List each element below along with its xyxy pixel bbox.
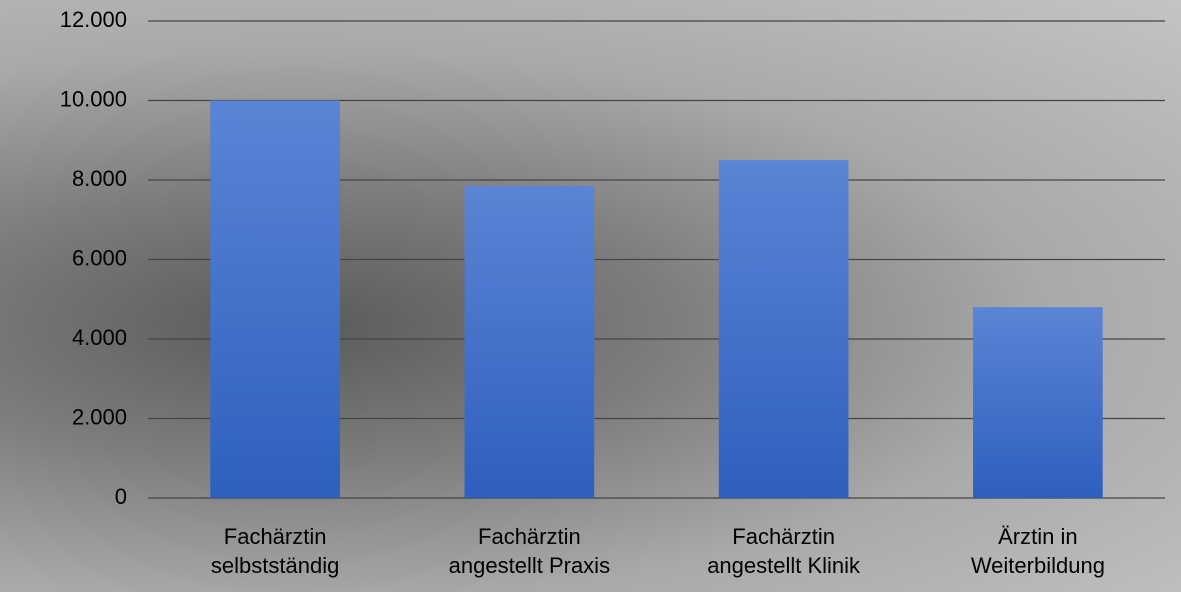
y-tick-label: 12.000: [60, 7, 127, 32]
y-tick-label: 6.000: [72, 245, 127, 270]
x-tick-label: Fachärztin angestellt Klinik: [707, 524, 861, 578]
y-tick-label: 4.000: [72, 325, 127, 350]
bar: [210, 100, 340, 498]
x-tick-label: Fachärztin angestellt Praxis: [448, 524, 611, 578]
bar: [464, 185, 595, 498]
bar: [718, 160, 849, 498]
bar: [973, 307, 1103, 498]
y-tick-label: 2.000: [72, 404, 127, 429]
y-tick-label: 0: [115, 484, 127, 509]
x-tick-label: Fachärztin selbstständig: [210, 524, 340, 578]
y-tick-label: 8.000: [72, 166, 127, 191]
x-tick-label: Ärztin in Weiterbildung: [970, 524, 1105, 578]
y-tick-label: 10.000: [60, 86, 127, 111]
